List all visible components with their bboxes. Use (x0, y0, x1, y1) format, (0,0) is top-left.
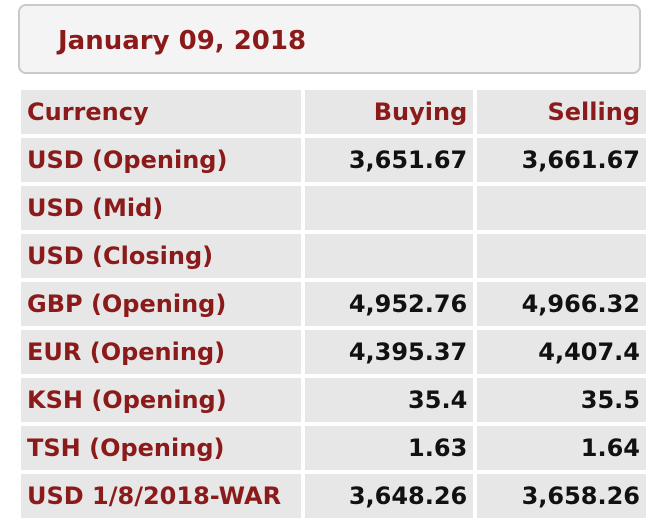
currency-cell: USD (Mid) (21, 186, 301, 230)
column-header-currency: Currency (21, 90, 301, 134)
table-row: USD (Mid) (21, 186, 646, 230)
currency-cell: TSH (Opening) (21, 426, 301, 470)
selling-cell: 3,658.26 (477, 474, 646, 518)
column-header-buying: Buying (304, 90, 474, 134)
selling-cell: 35.5 (477, 378, 646, 422)
currency-cell: EUR (Opening) (21, 330, 301, 374)
buying-cell: 35.4 (304, 378, 474, 422)
buying-cell: 4,395.37 (304, 330, 474, 374)
date-label: January 09, 2018 (58, 26, 307, 56)
currency-cell: GBP (Opening) (21, 282, 301, 326)
table-row: GBP (Opening) 4,952.76 4,966.32 (21, 282, 646, 326)
exchange-rates-table: Currency Buying Selling USD (Opening) 3,… (17, 86, 650, 522)
buying-cell: 1.63 (304, 426, 474, 470)
currency-cell: USD 1/8/2018-WAR (21, 474, 301, 518)
selling-cell (477, 186, 646, 230)
date-header-box: January 09, 2018 (18, 4, 641, 74)
buying-cell (304, 186, 474, 230)
currency-cell: USD (Closing) (21, 234, 301, 278)
buying-cell: 4,952.76 (304, 282, 474, 326)
selling-cell: 4,407.4 (477, 330, 646, 374)
selling-cell (477, 234, 646, 278)
selling-cell: 4,966.32 (477, 282, 646, 326)
table-header-row: Currency Buying Selling (21, 90, 646, 134)
table-row: USD (Opening) 3,651.67 3,661.67 (21, 138, 646, 182)
table-row: EUR (Opening) 4,395.37 4,407.4 (21, 330, 646, 374)
buying-cell: 3,651.67 (304, 138, 474, 182)
buying-cell (304, 234, 474, 278)
selling-cell: 3,661.67 (477, 138, 646, 182)
currency-cell: KSH (Opening) (21, 378, 301, 422)
table-row: TSH (Opening) 1.63 1.64 (21, 426, 646, 470)
table-row: USD 1/8/2018-WAR 3,648.26 3,658.26 (21, 474, 646, 518)
selling-cell: 1.64 (477, 426, 646, 470)
table-row: KSH (Opening) 35.4 35.5 (21, 378, 646, 422)
column-header-selling: Selling (477, 90, 646, 134)
table-row: USD (Closing) (21, 234, 646, 278)
currency-cell: USD (Opening) (21, 138, 301, 182)
buying-cell: 3,648.26 (304, 474, 474, 518)
